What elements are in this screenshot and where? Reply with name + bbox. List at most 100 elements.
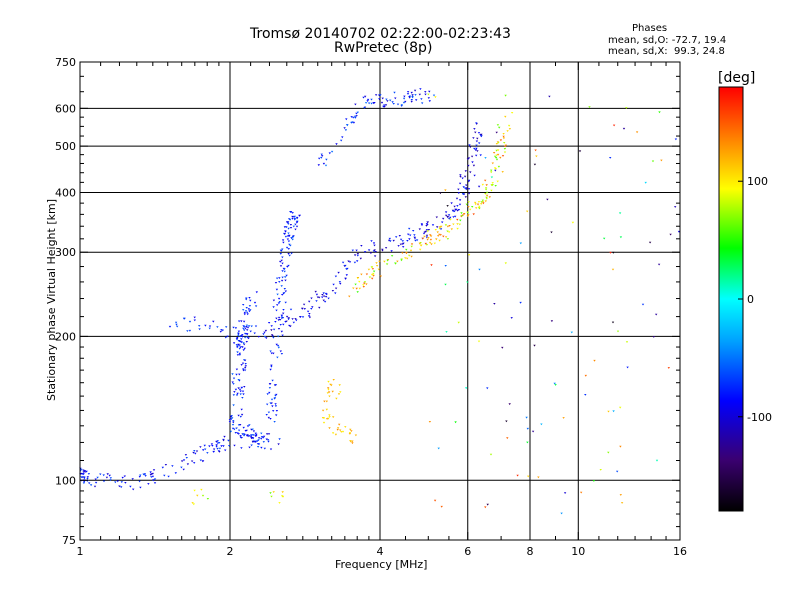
data-point-scattered-noise <box>516 474 519 477</box>
data-point-o-mode-f2-trace <box>459 175 462 178</box>
data-point-o-mode-f2-trace <box>475 122 478 125</box>
data-point-o-mode-f2-trace <box>322 292 325 295</box>
data-point-low-e-trace <box>149 473 152 476</box>
data-point-low-cusp <box>272 491 275 493</box>
data-point-spread-f-column-b <box>283 233 286 235</box>
data-point-scattered-noise <box>506 437 509 440</box>
data-point-x-mode-e-cluster <box>328 416 331 418</box>
data-point-low-e-trace <box>171 465 174 467</box>
data-point-scattered-noise <box>477 340 481 343</box>
data-point-spread-f-column-b <box>287 227 290 230</box>
data-point-low-e-trace <box>262 436 265 439</box>
data-point-low-f-shelf <box>240 335 243 337</box>
data-point-scattered-noise <box>674 138 678 141</box>
data-point-spread-f-column-b <box>283 226 287 229</box>
data-point-spread-f-column-b <box>287 253 290 255</box>
data-point-spread-f-column-b <box>270 364 273 367</box>
data-point-x-mode-f2-trace <box>429 235 433 238</box>
data-point-spread-f-column-a <box>246 326 250 329</box>
data-point-x-mode-f2-trace <box>465 203 468 206</box>
data-point-o-mode-f2-trace <box>344 278 347 280</box>
data-point-spread-f-column-a <box>237 379 240 381</box>
data-point-multi-hop-trace <box>392 103 395 105</box>
data-point-x-mode-f2-trace <box>375 265 379 267</box>
data-point-low-e-trace <box>215 444 218 447</box>
data-point-multi-hop-trace <box>321 155 324 157</box>
data-point-scattered-noise <box>635 131 639 134</box>
data-point-x-mode-f2-trace <box>484 193 487 195</box>
data-point-multi-hop-trace <box>350 116 353 118</box>
data-point-spread-f-column-a <box>254 305 258 308</box>
data-point-x-mode-f2-trace <box>401 252 404 254</box>
data-point-x-mode-e-cluster <box>340 431 343 433</box>
data-point-x-mode-f2-trace <box>490 189 493 192</box>
data-point-low-e-trace <box>99 473 102 476</box>
data-point-multi-hop-trace <box>352 116 355 119</box>
data-point-spread-f-column-b <box>281 239 285 242</box>
data-point-x-mode-f2-trace <box>494 156 498 159</box>
data-point-x-mode-f2-trace <box>497 141 500 144</box>
data-point-spread-f-column-a <box>242 393 245 396</box>
data-point-x-mode-f2-trace <box>484 179 487 182</box>
colorbar-label: [deg] <box>718 70 756 86</box>
data-point-scattered-noise <box>478 268 481 271</box>
data-point-spread-f-column-a <box>248 297 251 299</box>
data-point-low-e-trace <box>83 477 86 480</box>
data-point-low-e-trace <box>129 485 132 488</box>
data-point-o-mode-f2-trace <box>413 234 416 236</box>
data-point-low-e-trace <box>138 480 141 483</box>
data-point-scattered-noise <box>446 205 449 207</box>
data-point-o-mode-f2-trace <box>439 228 443 231</box>
data-point-o-mode-f2-trace <box>373 249 376 252</box>
data-point-spread-f-column-b <box>275 414 278 417</box>
data-point-spread-f-column-b <box>278 281 281 283</box>
data-point-o-mode-f2-trace <box>425 234 429 237</box>
data-point-o-mode-f2-trace <box>422 232 426 235</box>
data-point-x-mode-f2-trace <box>488 196 491 199</box>
data-point-x-mode-f2-trace <box>446 230 449 233</box>
data-point-spread-f-column-a <box>236 351 239 354</box>
data-point-multi-hop-trace <box>317 164 320 167</box>
data-point-low-e-trace <box>120 481 123 484</box>
data-point-multi-hop-trace <box>318 157 321 160</box>
data-point-o-mode-f2-trace <box>389 240 392 243</box>
data-point-o-mode-f2-trace <box>347 260 350 263</box>
data-point-x-mode-f2-trace <box>444 224 448 227</box>
data-point-multi-hop-trace <box>420 98 423 100</box>
data-point-spread-f-column-b <box>284 279 287 282</box>
data-point-spread-f-column-a <box>255 434 258 437</box>
data-point-scattered-noise <box>519 301 522 304</box>
data-point-o-mode-f2-trace <box>321 294 324 296</box>
data-point-x-mode-f2-trace <box>428 241 432 244</box>
data-point-x-mode-f2-trace <box>485 191 489 194</box>
data-point-multi-hop-trace <box>384 104 388 107</box>
data-point-spread-f-column-a <box>239 346 242 349</box>
data-point-x-mode-e-cluster <box>327 388 330 391</box>
data-point-low-e-trace <box>260 437 263 440</box>
data-point-scattered-noise <box>571 221 575 224</box>
data-point-x-mode-f2-trace <box>363 282 366 285</box>
data-point-spread-f-column-a <box>244 310 248 312</box>
data-point-scattered-noise <box>651 160 655 163</box>
data-point-spread-f-column-b <box>278 277 281 279</box>
data-point-x-mode-f2-trace <box>383 260 386 263</box>
data-point-o-mode-f2-trace <box>301 307 304 310</box>
data-point-x-mode-f2-trace <box>508 128 512 130</box>
phases-stats-title: Phases <box>632 23 668 34</box>
data-point-spread-f-column-b <box>276 356 279 359</box>
data-point-spread-f-column-a <box>244 430 247 432</box>
data-point-x-mode-f2-trace <box>360 273 363 276</box>
data-point-o-mode-f2-trace <box>303 308 306 310</box>
data-point-o-mode-f2-trace <box>468 144 471 147</box>
data-point-spread-f-column-a <box>254 441 257 443</box>
data-point-multi-hop-trace <box>432 94 436 97</box>
data-point-x-mode-e-cluster <box>348 432 352 434</box>
data-point-x-mode-f2-trace <box>495 149 498 152</box>
data-point-scattered-noise <box>531 430 535 433</box>
data-point-spread-f-column-a <box>246 313 249 316</box>
data-point-x-mode-e-cluster <box>338 423 341 426</box>
data-point-o-mode-f2-trace <box>455 208 458 211</box>
data-point-multi-hop-trace <box>378 98 381 100</box>
data-point-scattered-noise <box>609 157 612 159</box>
data-point-low-e-trace <box>82 473 85 476</box>
